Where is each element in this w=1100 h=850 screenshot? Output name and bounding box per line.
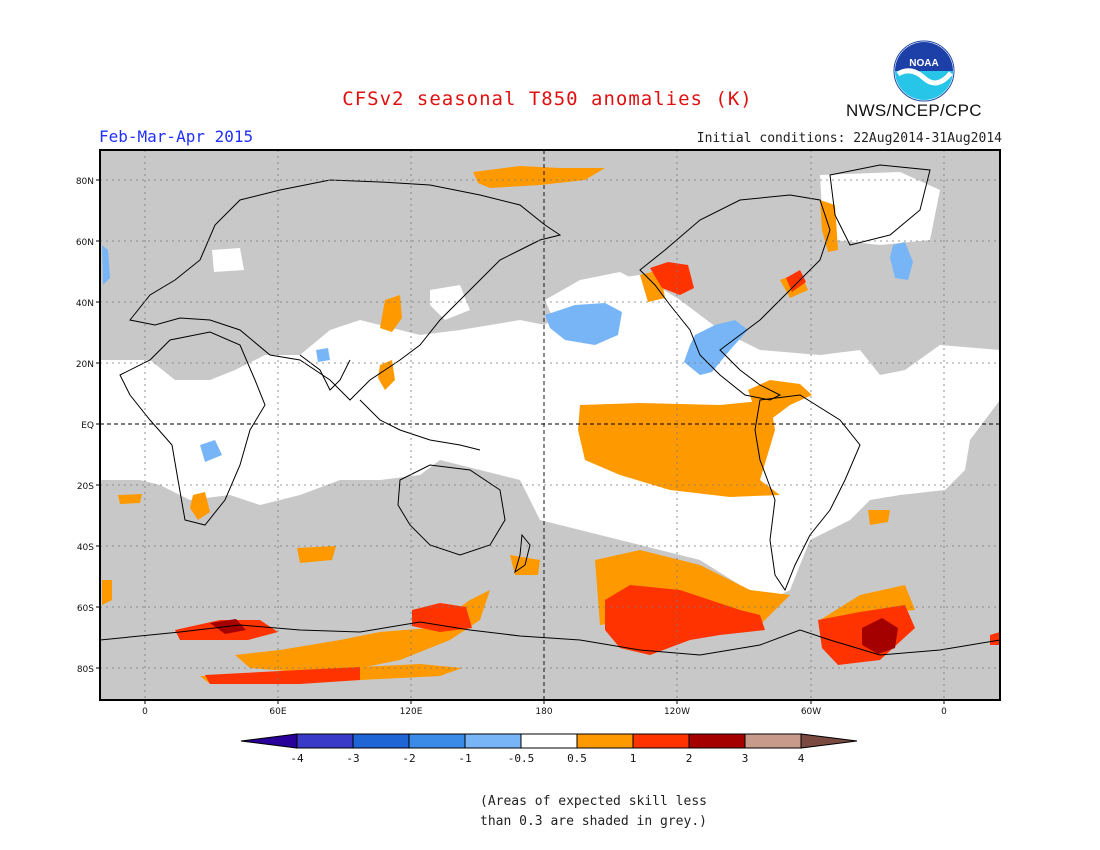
colorbar-cell (408, 733, 466, 749)
lon-labels: 0 60E 120E 180 120W 60W 0 (142, 707, 947, 717)
colorbar-cell (744, 733, 802, 749)
colorbar-label: 1 (629, 752, 637, 765)
lat-label: 40N (76, 299, 94, 309)
colorbar-label: -3 (346, 752, 360, 765)
colorbar-cell (576, 733, 634, 749)
agency-label: NWS/NCEP/CPC (846, 101, 982, 120)
coastlines (100, 164, 1000, 656)
colorbar-cell (800, 733, 858, 749)
skill-footnote: (Areas of expected skill less than 0.3 a… (480, 794, 707, 829)
positive-anomaly-0.5-1 (102, 166, 915, 684)
lon-label: 60E (269, 707, 286, 717)
colorbar-cell (464, 733, 522, 749)
map-frame (99, 149, 1001, 701)
lat-label: 60N (76, 238, 94, 248)
chart-title: CFSv2 seasonal T850 anomalies (K) (342, 88, 753, 110)
colorbar-cell (520, 733, 578, 749)
lat-ticks (96, 179, 100, 669)
map-fill-layer (100, 150, 1000, 700)
lat-labels: 80N 60N 40N 20N EQ 20S 40S 60S 80S (76, 177, 94, 675)
lat-label: EQ (81, 421, 94, 431)
colorbar-cell (240, 733, 298, 749)
initial-conditions: Initial conditions: 22Aug2014-31Aug2014 (696, 131, 1002, 146)
lon-label: 180 (535, 707, 552, 717)
lon-label: 120E (400, 707, 423, 717)
colorbar-label: -1 (458, 752, 472, 765)
colorbar-label: 0.5 (567, 752, 587, 765)
forecast-period: Feb-Mar-Apr 2015 (99, 127, 254, 146)
colorbar-label: -4 (290, 752, 304, 765)
lon-label: 120W (664, 707, 690, 717)
lat-label: 20N (76, 360, 94, 370)
neutral-patch-eurasia (212, 248, 470, 320)
neutral-patch-south-pacific (520, 480, 760, 585)
colorbar-label: 4 (797, 752, 805, 765)
colorbar-label: -2 (402, 752, 416, 765)
neutral-patch-greenland (820, 172, 940, 245)
lat-label: 80S (77, 665, 94, 675)
colorbar-label: 2 (685, 752, 693, 765)
lon-label: 60W (801, 707, 821, 717)
negative-anomaly-areas (102, 242, 913, 462)
lon-ticks (144, 700, 945, 704)
lat-label: 40S (77, 543, 94, 553)
graticule (100, 150, 1000, 700)
noaa-logo-icon: NOAA (893, 40, 955, 102)
colorbar-cell (688, 733, 746, 749)
colorbar-label: -0.5 (507, 752, 535, 765)
colorbar-cell (632, 733, 690, 749)
lat-label: 80N (76, 177, 94, 187)
logo-text: NOAA (909, 58, 938, 69)
colorbar-cell (352, 733, 410, 749)
lon-label: 0 (142, 707, 148, 717)
lat-label: 60S (77, 604, 94, 614)
lon-label: 0 (941, 707, 947, 717)
colorbar-cell (296, 733, 354, 749)
lat-label: 20S (77, 482, 94, 492)
colorbar-label: 3 (741, 752, 749, 765)
